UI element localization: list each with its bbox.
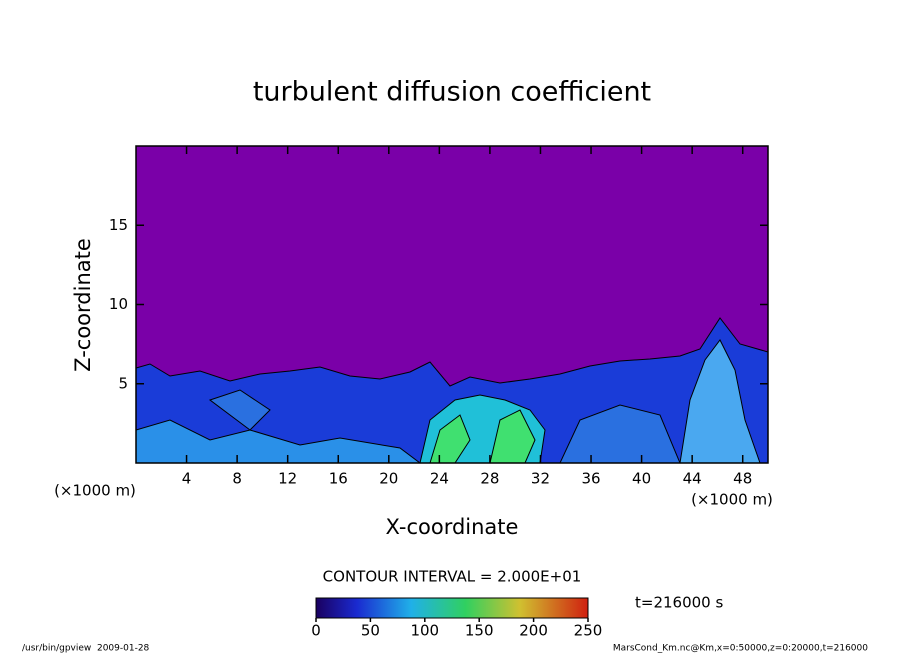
x-tick-label: 48: [733, 470, 752, 488]
colorbar-tick-label: 50: [361, 622, 380, 640]
x-tick-label: 20: [379, 470, 398, 488]
x-tick-label: 28: [480, 470, 499, 488]
field-patch: [136, 419, 421, 463]
x-tick-label: 16: [329, 470, 348, 488]
x-tick-label: 24: [430, 470, 449, 488]
y-tick-label: 5: [118, 374, 128, 392]
x-tick-label: 4: [182, 470, 192, 488]
x-axis-label: X-coordinate: [386, 515, 519, 539]
field-patch: [679, 339, 761, 463]
colorbar-tick-label: 0: [311, 622, 321, 640]
x-tick-label: 44: [683, 470, 702, 488]
colorbar-tick-label: 150: [465, 622, 494, 640]
y-axis-label: Z-coordinate: [71, 238, 95, 372]
y-tick-label: 10: [109, 295, 128, 313]
x-tick-label: 32: [531, 470, 550, 488]
time-label: t=216000 s: [635, 594, 723, 612]
x-tick-label: 12: [278, 470, 297, 488]
field-patch: [429, 409, 536, 463]
field-patch: [208, 389, 681, 463]
x-unit: (×1000 m): [54, 482, 136, 500]
colorbar: [315, 597, 589, 619]
colorbar-tick-label: 100: [410, 622, 439, 640]
chart-title: turbulent diffusion coefficient: [253, 77, 651, 108]
footer-left: /usr/bin/gpview 2009-01-28: [22, 644, 150, 654]
x-unit: (×1000 m): [691, 491, 773, 509]
field: [136, 146, 768, 463]
footer-right: MarsCond_Km.nc@Km,x=0:50000,z=0:20000,t=…: [613, 644, 868, 654]
x-tick-label: 8: [232, 470, 242, 488]
colorbar-tick-label: 250: [574, 622, 603, 640]
y-tick-label: 15: [109, 216, 128, 234]
x-tick-label: 36: [581, 470, 600, 488]
contour-interval: CONTOUR INTERVAL = 2.000E+01: [323, 568, 582, 586]
colorbar-tick-label: 200: [519, 622, 548, 640]
x-tick-label: 40: [632, 470, 651, 488]
